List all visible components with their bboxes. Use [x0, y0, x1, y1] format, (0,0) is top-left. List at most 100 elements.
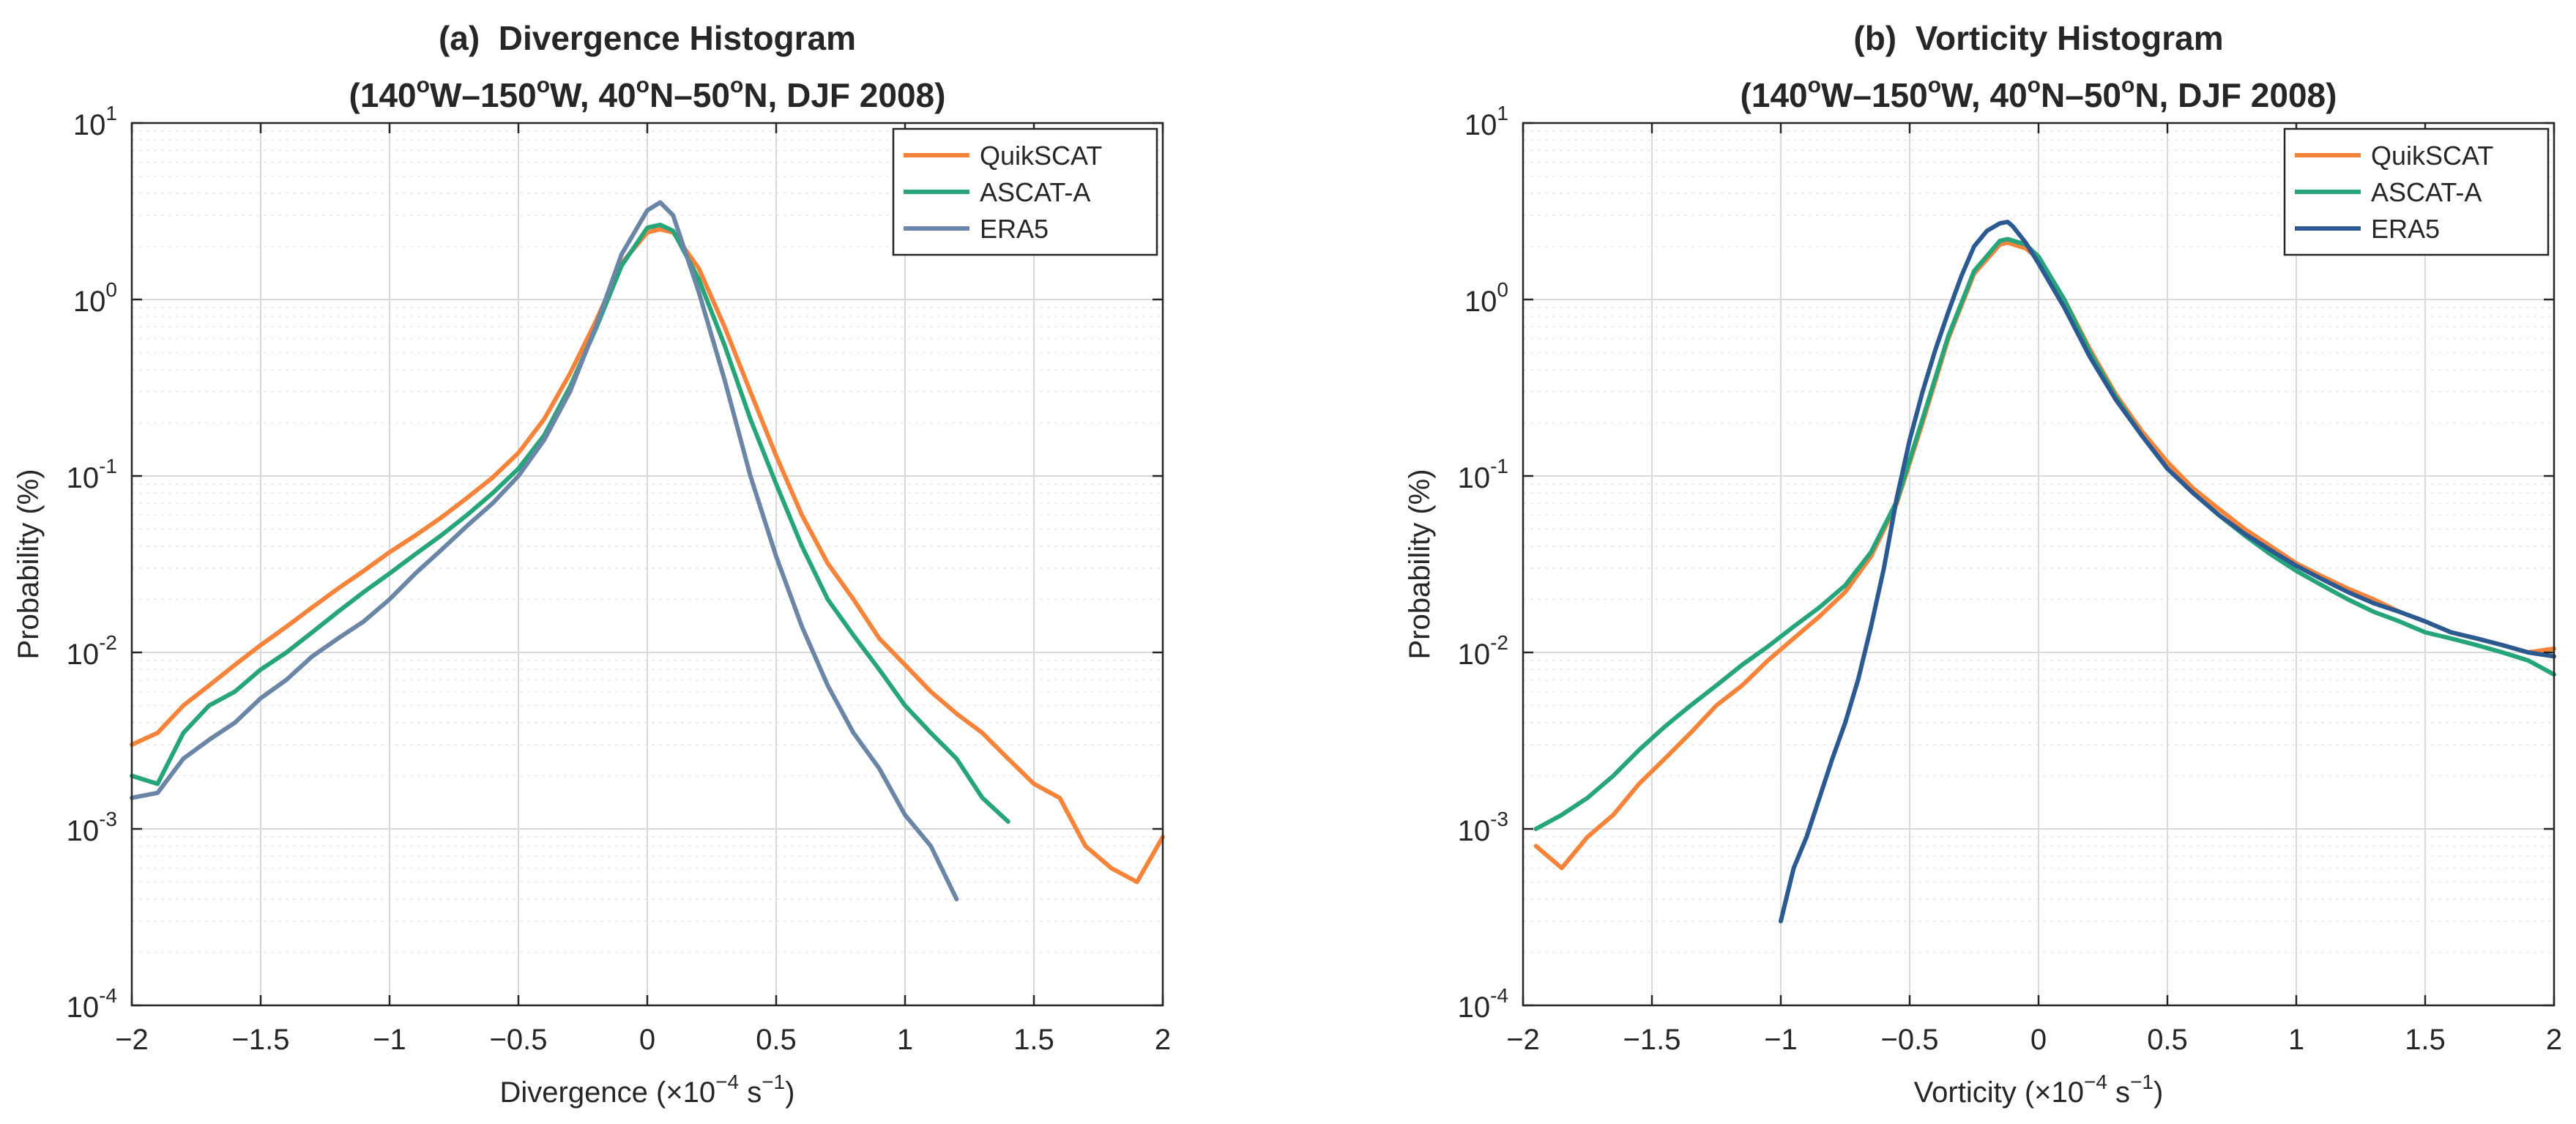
- y-tick-label: 101: [1464, 102, 1508, 141]
- y-tick-exponent: -4: [1490, 984, 1508, 1007]
- legend-label: ERA5: [2371, 214, 2440, 244]
- y-tick-exponent: -2: [1490, 631, 1508, 654]
- y-tick-exponent: -3: [99, 808, 117, 830]
- y-tick-label: 10-3: [1458, 808, 1508, 847]
- subtitle-paren: (: [1741, 76, 1752, 114]
- x-tick-label: 1.5: [2405, 1024, 2446, 1056]
- subtitle-season: , DJF 2008): [768, 76, 946, 114]
- x-tick-label: −0.5: [490, 1024, 548, 1056]
- subtitle-north: N: [2041, 76, 2065, 114]
- y-tick-exponent: 1: [1497, 102, 1508, 124]
- degree-symbol: o: [537, 73, 550, 97]
- legend-label: QuikSCAT: [2371, 141, 2493, 171]
- y-tick-exponent: -1: [99, 455, 117, 477]
- panel-title: (a) Divergence Histogram: [439, 19, 856, 57]
- y-tick-label: 10-1: [67, 455, 117, 494]
- y-tick-exponent: 1: [105, 102, 117, 124]
- x-tick-label: 0: [2030, 1024, 2047, 1056]
- y-tick-label: 10-3: [67, 808, 117, 847]
- subtitle-lon1: 140: [360, 76, 417, 114]
- subtitle-lon2: 150: [480, 76, 537, 114]
- legend: QuikSCAT ASCAT-A ERA5: [892, 127, 1158, 256]
- x-label-end: ): [2154, 1076, 2163, 1109]
- panel-subtitle: (140oW–150oW, 40oN–50oN, DJF 2008): [1741, 73, 2337, 114]
- y-tick-exponent: -1: [1490, 455, 1508, 477]
- y-tick-base: 10: [1458, 815, 1491, 847]
- subtitle-lon1: 140: [1752, 76, 1808, 114]
- legend-label: QuikSCAT: [980, 141, 1102, 171]
- subtitle-west: W: [1941, 76, 1973, 114]
- y-tick-base: 10: [73, 109, 106, 141]
- y-tick-exponent: -4: [99, 984, 117, 1007]
- x-label-main: Vorticity (×10: [1914, 1076, 2084, 1109]
- x-tick-label: 2: [1155, 1024, 1171, 1056]
- subtitle-lon2: 150: [1872, 76, 1928, 114]
- subtitle-dash: –: [1853, 76, 1872, 114]
- x-axis-label: Vorticity (×10−4 s−1): [1914, 1071, 2164, 1109]
- x-label-exponent: −1: [762, 1071, 785, 1093]
- y-tick-base: 10: [67, 462, 100, 494]
- degree-symbol: o: [2121, 73, 2134, 97]
- y-axis-label: Probability (%): [12, 469, 45, 659]
- y-tick-base: 10: [1464, 109, 1497, 141]
- subtitle-west: W: [550, 76, 582, 114]
- series-line-era5: [1779, 220, 2556, 923]
- subtitle-dash: –: [461, 76, 480, 114]
- x-label-exponent: −4: [715, 1071, 739, 1093]
- x-tick-label: −1.5: [232, 1024, 290, 1056]
- degree-symbol: o: [636, 73, 649, 97]
- x-label-exponent: −1: [2130, 1071, 2154, 1093]
- y-tick-base: 10: [1458, 462, 1491, 494]
- subtitle-dash: –: [674, 76, 693, 114]
- subtitle-dash: –: [2065, 76, 2084, 114]
- x-tick-label: 2: [2546, 1024, 2562, 1056]
- degree-symbol: o: [730, 73, 743, 97]
- x-label-exponent: −4: [2084, 1071, 2107, 1093]
- y-tick-base: 10: [1458, 639, 1491, 671]
- y-tick-exponent: -2: [99, 631, 117, 654]
- y-tick-base: 10: [1458, 991, 1491, 1024]
- x-tick-label: −1: [1764, 1024, 1798, 1056]
- subtitle-north: N: [743, 76, 767, 114]
- x-tick-label: 0: [639, 1024, 655, 1056]
- subtitle-lat1: 40: [598, 76, 636, 114]
- y-tick-exponent: 0: [1497, 278, 1508, 301]
- x-tick-label: −1.5: [1623, 1024, 1681, 1056]
- subtitle-lat2: 50: [2084, 76, 2121, 114]
- legend-label: ASCAT-A: [2371, 177, 2482, 207]
- x-tick-label: 1: [897, 1024, 913, 1056]
- x-label-unit: s: [739, 1076, 762, 1109]
- panel-subtitle: (140oW–150oW, 40oN–50oN, DJF 2008): [349, 73, 946, 114]
- x-tick-label: 1: [2288, 1024, 2304, 1056]
- series-line-era5: [130, 200, 959, 901]
- x-tick-label: −1: [373, 1024, 406, 1056]
- y-tick-label: 10-4: [67, 984, 117, 1024]
- series-line-quikscat: [130, 227, 1165, 885]
- y-tick-base: 10: [67, 815, 100, 847]
- y-tick-exponent: 0: [105, 278, 117, 301]
- panel-label: (a): [439, 19, 480, 57]
- x-label-end: ): [785, 1076, 794, 1109]
- x-tick-label: −2: [1506, 1024, 1540, 1056]
- title-spacer: [480, 19, 499, 57]
- x-tick-label: 1.5: [1013, 1024, 1054, 1056]
- legend-label: ASCAT-A: [980, 177, 1090, 207]
- y-tick-label: 10-4: [1458, 984, 1508, 1024]
- degree-symbol: o: [1808, 73, 1821, 97]
- degree-symbol: o: [1928, 73, 1941, 97]
- subtitle-separator: ,: [580, 76, 599, 114]
- degree-symbol: o: [2028, 73, 2041, 97]
- x-label-unit: s: [2107, 1076, 2130, 1109]
- x-tick-label: −0.5: [1881, 1024, 1939, 1056]
- y-tick-label: 101: [73, 102, 117, 141]
- panel-title: (b) Vorticity Histogram: [1853, 19, 2223, 57]
- title-text: Divergence Histogram: [499, 19, 856, 57]
- x-tick-label: 0.5: [756, 1024, 797, 1056]
- y-tick-base: 10: [1464, 286, 1497, 318]
- y-tick-label: 10-2: [67, 631, 117, 671]
- subtitle-separator: ,: [1971, 76, 1990, 114]
- legend: QuikSCAT ASCAT-A ERA5: [2283, 127, 2550, 256]
- subtitle-north: N: [2134, 76, 2159, 114]
- chart-panel-a: −2 −1.5 −1 −0.5 0 0.5 1 1.5 210110010-110-210-31…: [12, 19, 1171, 1109]
- y-tick-base: 10: [67, 639, 100, 671]
